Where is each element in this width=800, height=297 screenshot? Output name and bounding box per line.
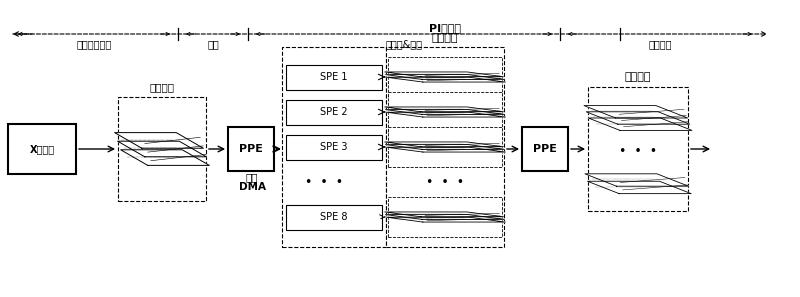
FancyBboxPatch shape [522, 127, 568, 171]
Polygon shape [114, 133, 203, 148]
Text: •  •  •: • • • [426, 176, 464, 189]
Text: 重建结果: 重建结果 [625, 72, 651, 82]
FancyBboxPatch shape [588, 87, 688, 211]
FancyBboxPatch shape [286, 135, 382, 159]
Polygon shape [386, 215, 504, 219]
Polygon shape [385, 107, 503, 112]
Polygon shape [586, 112, 690, 124]
Text: 数据压排: 数据压排 [648, 39, 672, 49]
FancyBboxPatch shape [228, 127, 274, 171]
Text: 宽趋结果: 宽趋结果 [432, 33, 458, 43]
Polygon shape [385, 142, 503, 147]
FancyBboxPatch shape [388, 92, 502, 132]
Text: SPE 1: SPE 1 [320, 72, 348, 82]
FancyBboxPatch shape [286, 99, 382, 124]
FancyBboxPatch shape [386, 47, 504, 247]
Polygon shape [386, 75, 504, 79]
Text: PPE: PPE [533, 144, 557, 154]
Text: DMA: DMA [238, 182, 266, 192]
Polygon shape [386, 145, 504, 149]
Text: SPE 8: SPE 8 [320, 212, 348, 222]
Text: 控制: 控制 [246, 172, 258, 182]
FancyBboxPatch shape [118, 97, 206, 201]
Text: PPE: PPE [239, 144, 263, 154]
Text: X射线源: X射线源 [30, 144, 54, 154]
Polygon shape [385, 212, 503, 217]
Polygon shape [121, 150, 210, 165]
Text: PI坐标系: PI坐标系 [429, 23, 461, 33]
Polygon shape [386, 110, 504, 114]
Polygon shape [588, 118, 692, 130]
Text: 投影数据采集: 投影数据采集 [76, 39, 112, 49]
Text: •  •  •: • • • [619, 145, 657, 158]
Polygon shape [386, 77, 506, 82]
Text: 反投影&滤波: 反投影&滤波 [386, 39, 422, 49]
Polygon shape [386, 112, 506, 117]
Polygon shape [385, 72, 503, 77]
Polygon shape [386, 147, 506, 152]
FancyBboxPatch shape [388, 57, 502, 97]
FancyBboxPatch shape [8, 124, 76, 174]
Polygon shape [584, 106, 688, 118]
Polygon shape [386, 217, 506, 222]
Polygon shape [118, 141, 206, 157]
FancyBboxPatch shape [388, 197, 502, 237]
Text: •  •  •: • • • [305, 176, 343, 189]
FancyBboxPatch shape [282, 47, 386, 247]
FancyBboxPatch shape [286, 64, 382, 89]
Text: 投影数据: 投影数据 [150, 82, 174, 92]
FancyBboxPatch shape [388, 127, 502, 167]
Polygon shape [585, 174, 689, 186]
Text: SPE 3: SPE 3 [320, 142, 348, 152]
Text: SPE 2: SPE 2 [320, 107, 348, 117]
Polygon shape [587, 181, 691, 194]
Text: 微分: 微分 [207, 39, 219, 49]
FancyBboxPatch shape [286, 205, 382, 230]
